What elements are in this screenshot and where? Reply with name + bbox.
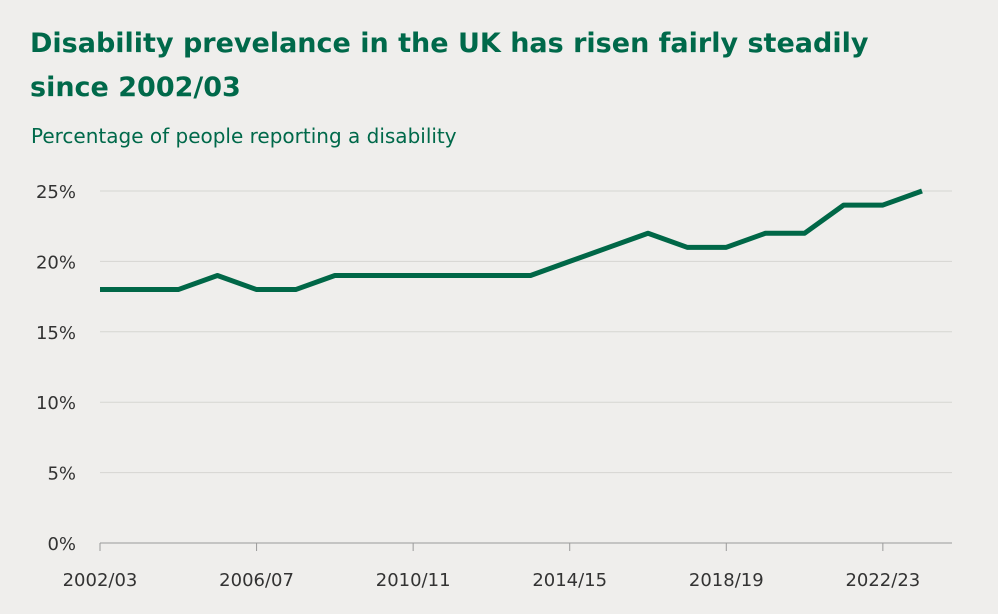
y-tick-label: 20% [36,252,76,273]
chart-title: Disability prevelance in the UK has rise… [30,28,869,103]
chart-subtitle: Percentage of people reporting a disabil… [31,124,457,148]
x-tick-label: 2022/23 [845,570,920,591]
x-tick-label: 2006/07 [219,570,294,591]
y-tick-label: 10% [36,393,76,414]
y-tick-label: 15% [36,323,76,344]
x-tick-label: 2002/03 [63,570,138,591]
y-tick-label: 25% [36,182,76,203]
x-tick-label: 2010/11 [376,570,451,591]
series-line [100,188,923,293]
y-tick-label: 5% [47,464,76,485]
y-tick-label: 0% [47,534,76,555]
x-tick-label: 2014/15 [532,570,607,591]
x-tick-label: 2018/19 [689,570,764,591]
